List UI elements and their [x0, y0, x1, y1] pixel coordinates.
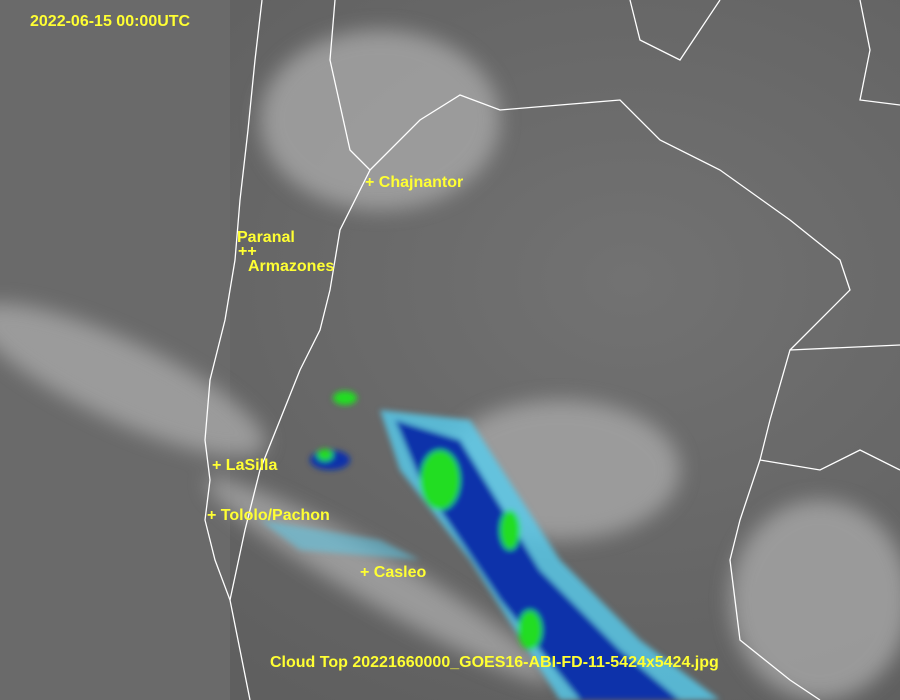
site-paranal: Paranal: [237, 229, 295, 246]
site-marker-paranal-armazones: ++: [238, 243, 257, 260]
site-lasilla: + LaSilla: [212, 457, 278, 474]
borders: [204, 0, 900, 700]
image-caption: Cloud Top 20221660000_GOES16-ABI-FD-11-5…: [270, 654, 719, 671]
site-casleo: + Casleo: [360, 564, 427, 581]
site-armazones: Armazones: [248, 258, 335, 275]
cloud-top-band: [260, 391, 720, 700]
site-tololo-pachon: + Tololo/Pachon: [207, 507, 330, 524]
timestamp-label: 2022-06-15 00:00UTC: [30, 13, 191, 30]
site-chajnantor: + Chajnantor: [365, 174, 464, 191]
